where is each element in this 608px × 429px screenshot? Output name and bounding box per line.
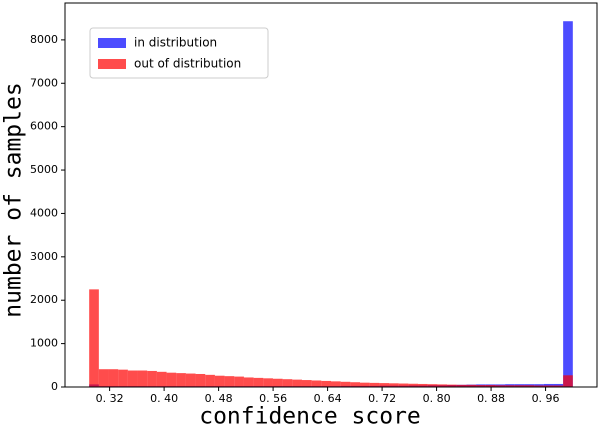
bar bbox=[272, 378, 283, 387]
y-tick-label: 2000 bbox=[30, 293, 58, 306]
bar bbox=[369, 382, 380, 387]
bar bbox=[408, 383, 419, 387]
bar bbox=[166, 372, 177, 387]
y-tick-label: 4000 bbox=[30, 206, 58, 219]
bar bbox=[89, 289, 99, 387]
bar bbox=[301, 380, 312, 387]
x-tick-label: 0. 32 bbox=[96, 392, 124, 405]
legend-box bbox=[89, 27, 269, 79]
bar bbox=[456, 384, 467, 387]
bar bbox=[108, 369, 119, 387]
bar bbox=[447, 384, 457, 387]
bar bbox=[263, 378, 273, 387]
bar bbox=[514, 385, 525, 387]
y-tick-label: 3000 bbox=[30, 250, 58, 263]
legend-label: out of distribution bbox=[134, 57, 241, 71]
x-tick-label: 0. 40 bbox=[150, 392, 178, 405]
bar bbox=[389, 383, 399, 387]
bar bbox=[224, 376, 235, 387]
legend-swatch bbox=[98, 59, 126, 69]
bar bbox=[495, 385, 506, 387]
bar bbox=[398, 383, 409, 387]
bar bbox=[340, 381, 351, 387]
bar bbox=[205, 374, 215, 387]
bar bbox=[234, 376, 244, 387]
bar bbox=[195, 373, 206, 387]
bar bbox=[311, 380, 322, 387]
y-tick-label: 5000 bbox=[30, 163, 58, 176]
bar bbox=[147, 370, 157, 387]
x-tick-label: 0. 56 bbox=[259, 392, 287, 405]
bar bbox=[563, 21, 573, 388]
bar bbox=[118, 369, 128, 387]
bar bbox=[563, 375, 573, 387]
bar bbox=[127, 370, 138, 387]
x-axis-label: confidence score bbox=[199, 404, 421, 426]
bar bbox=[476, 385, 486, 387]
legend-label: in distribution bbox=[134, 36, 217, 50]
bar bbox=[214, 375, 225, 387]
y-tick-label: 1000 bbox=[30, 337, 58, 350]
bar bbox=[331, 381, 341, 387]
bar bbox=[505, 385, 515, 387]
plot-frame bbox=[64, 2, 598, 388]
bar bbox=[350, 382, 361, 387]
legend-swatch bbox=[98, 38, 126, 48]
bar bbox=[543, 385, 554, 387]
bar bbox=[534, 385, 544, 387]
y-tick-label: 6000 bbox=[30, 120, 58, 133]
bar bbox=[185, 373, 196, 387]
x-tick-label: 0. 72 bbox=[368, 392, 396, 405]
bar bbox=[156, 371, 167, 387]
bar bbox=[427, 384, 438, 387]
bar bbox=[137, 370, 148, 387]
bar bbox=[418, 383, 428, 387]
x-tick-label: 0. 96 bbox=[532, 392, 560, 405]
bar bbox=[321, 380, 331, 387]
bar bbox=[243, 377, 254, 387]
x-tick-label: 0. 48 bbox=[205, 392, 233, 405]
y-axis-label: number of samples bbox=[1, 82, 27, 317]
bar bbox=[176, 373, 186, 387]
bar bbox=[553, 385, 564, 387]
y-tick-label: 0 bbox=[51, 380, 58, 393]
bar bbox=[98, 369, 109, 387]
bar bbox=[360, 382, 370, 387]
x-tick-label: 0. 64 bbox=[314, 392, 342, 405]
bar bbox=[466, 384, 477, 387]
y-tick-label: 7000 bbox=[30, 76, 58, 89]
bar bbox=[379, 383, 390, 387]
bar bbox=[292, 379, 302, 387]
bar bbox=[282, 379, 293, 387]
x-tick-label: 0. 80 bbox=[423, 392, 451, 405]
bar bbox=[524, 385, 535, 387]
bar bbox=[485, 385, 496, 387]
x-tick-label: 0. 88 bbox=[477, 392, 505, 405]
y-tick-label: 8000 bbox=[30, 33, 58, 46]
bar bbox=[437, 384, 448, 387]
bar bbox=[253, 377, 264, 387]
